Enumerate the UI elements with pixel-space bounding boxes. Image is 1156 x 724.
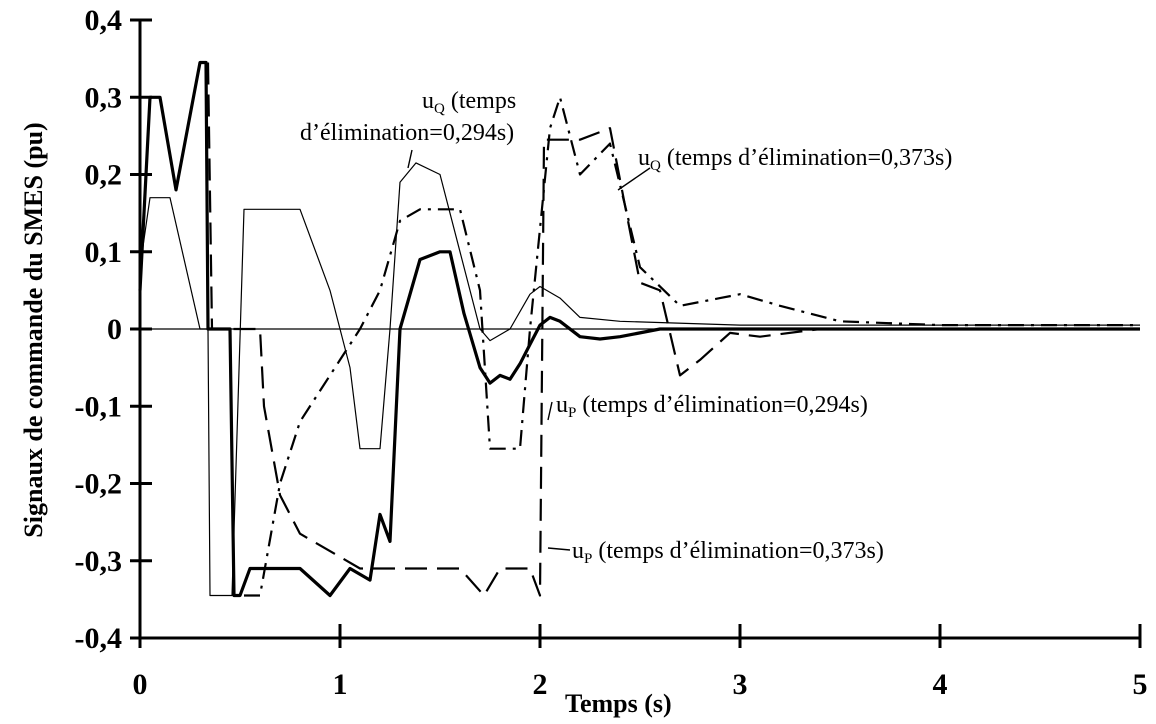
y-tick-label: 0 [107, 313, 122, 346]
y-tick-label: -0,2 [75, 468, 123, 501]
y-tick-label: 0,1 [85, 236, 123, 269]
annotation-leaders [407, 149, 651, 551]
x-axis-label: Temps (s) [565, 689, 672, 718]
annotation-uQ_0294_lbl: uQ (temps [422, 88, 516, 117]
x-tick-label: 2 [533, 668, 548, 701]
leader-line [547, 401, 553, 421]
annotation-uQ_0373_lbl: uQ (temps d’élimination=0,373s) [638, 145, 952, 174]
series-group [138, 60, 1140, 598]
annotation-uP_0373_lbl: uP (temps d’élimination=0,373s) [572, 538, 884, 567]
annotation-uP_0294_lbl: uP (temps d’élimination=0,294s) [556, 392, 868, 421]
leader-line [547, 547, 571, 551]
ticks: 0 1 2 3 4 5 0,4 0,3 0,2 0,1 0 -0,1 -0,2 -0,3 -0,4 [75, 4, 1148, 701]
annotation-uQ_0294_lbl2: d’élimination=0,294s) [300, 120, 514, 146]
x-tick-label: 0 [133, 668, 148, 701]
leader-line [407, 149, 413, 169]
y-tick-label: 0,4 [85, 4, 123, 37]
leader-line [617, 167, 651, 191]
y-tick-label: -0,3 [75, 545, 123, 578]
y-tick-label: 0,3 [85, 81, 123, 114]
y-tick-label: -0,4 [75, 622, 123, 655]
y-tick-label: -0,1 [75, 390, 123, 423]
x-tick-label: 3 [733, 668, 748, 701]
series-uP_0373 [206, 62, 1140, 597]
x-tick-label: 4 [933, 668, 948, 701]
x-tick-label: 1 [333, 668, 348, 701]
y-tick-label: 0,2 [85, 159, 123, 192]
annotations: uQ (temps d’élimination=0,294s) uQ (temps … [300, 88, 952, 567]
series-uQ_0373 [244, 96, 1140, 597]
y-axis-label: Signaux de commande du SMES (pu) [19, 122, 48, 537]
series-uQ_0294 [139, 162, 1140, 597]
x-tick-label: 5 [1133, 668, 1148, 701]
